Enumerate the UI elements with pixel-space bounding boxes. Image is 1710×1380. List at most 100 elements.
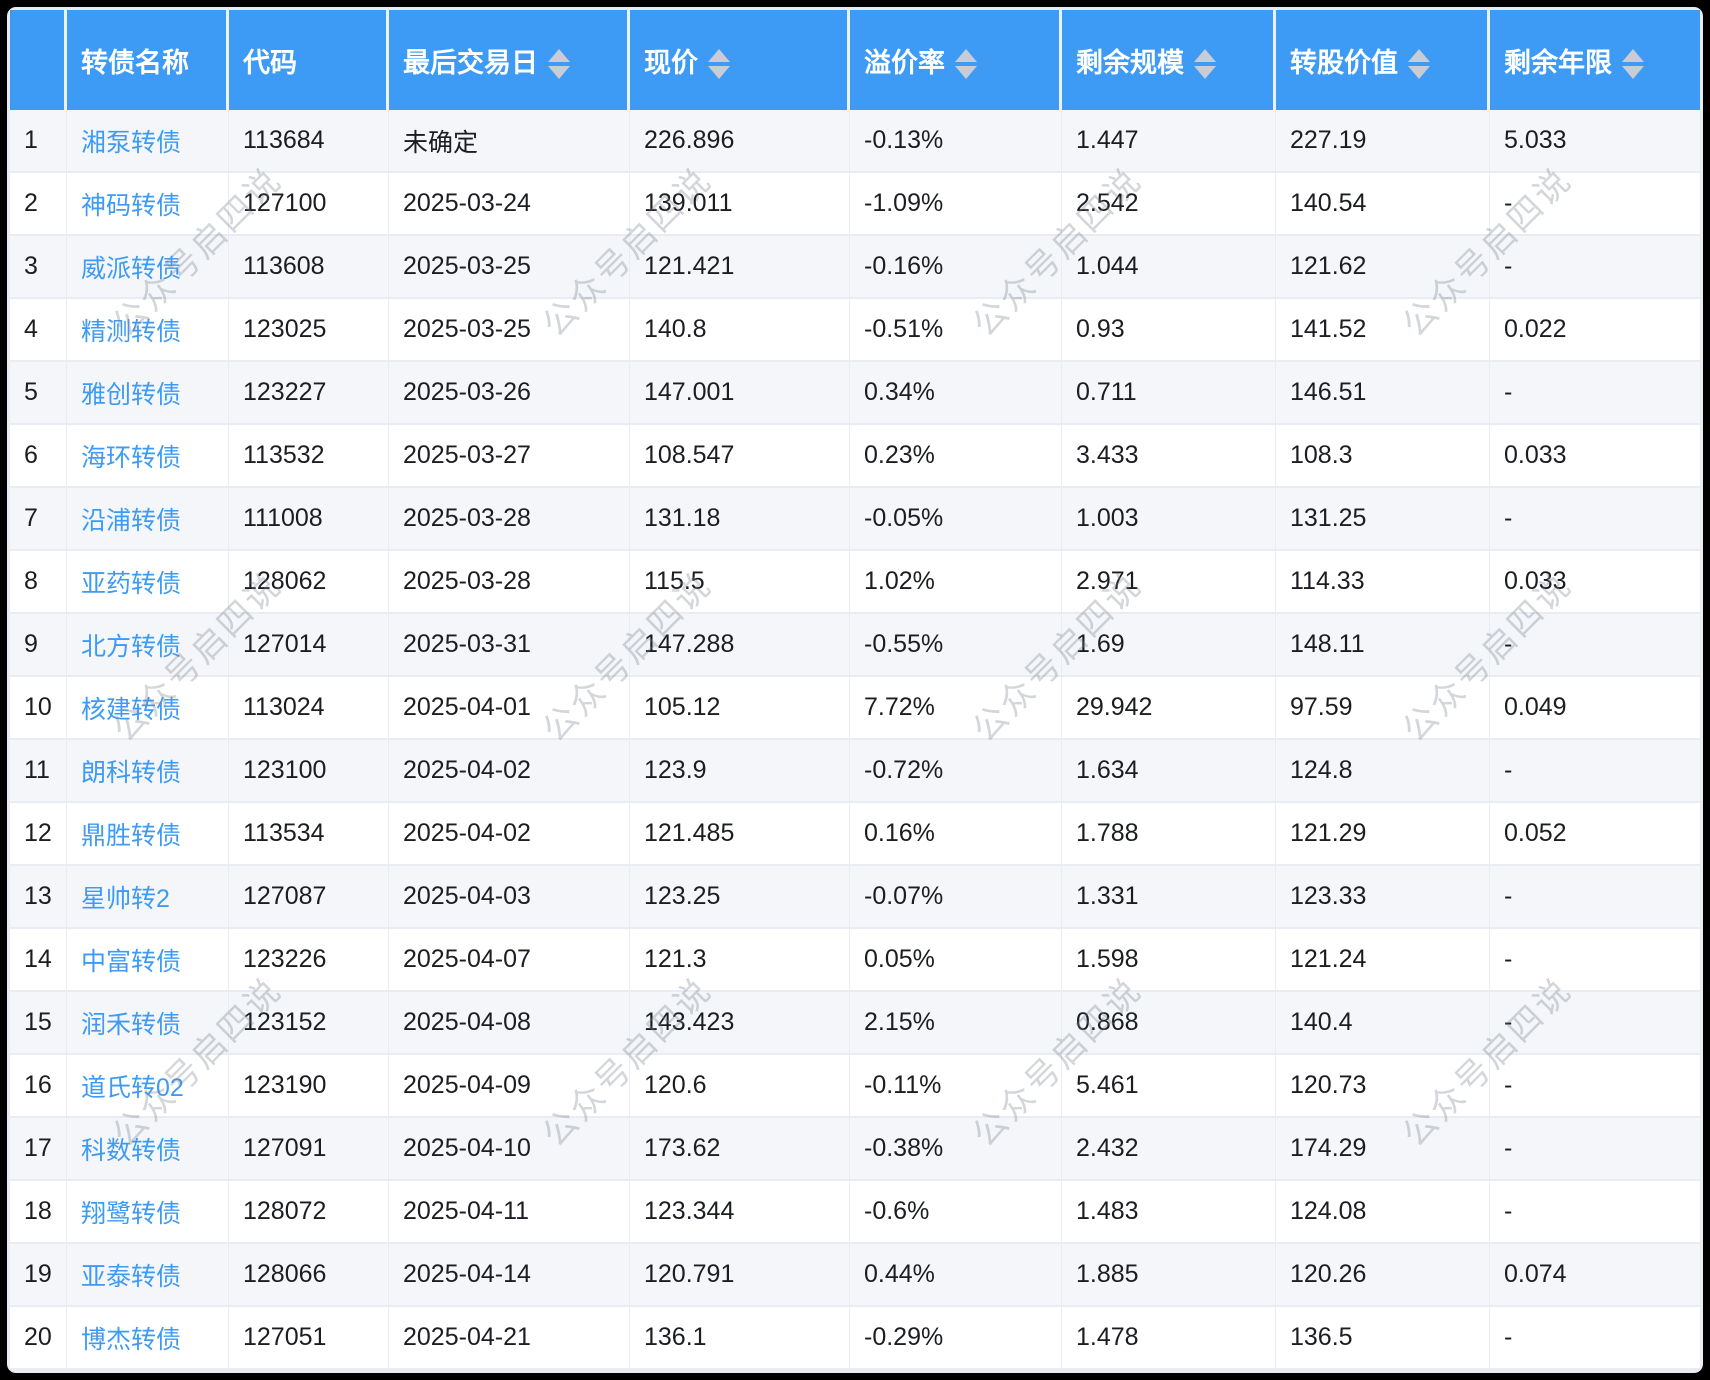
sort-ascending-icon[interactable] <box>1194 49 1216 63</box>
cell-remaining-years: - <box>1490 1307 1700 1370</box>
cell-bond-name: 核建转债 <box>67 677 229 740</box>
cell-bond-name: 北方转债 <box>67 614 229 677</box>
cell-remaining-years: 0.033 <box>1490 425 1700 488</box>
cell-premium-rate: 7.72% <box>850 677 1062 740</box>
table-row: 6 海环转债 113532 2025-03-27 108.547 0.23% 3.433 10… <box>10 425 1700 488</box>
cell-last-trade-date: 2025-03-27 <box>389 425 630 488</box>
sort-ascending-icon[interactable] <box>548 49 570 63</box>
sort-descending-icon[interactable] <box>1408 66 1430 80</box>
sort-caret-icon[interactable] <box>548 49 570 80</box>
table-row: 11 朗科转债 123100 2025-04-02 123.9 -0.72% 1.634 12… <box>10 740 1700 803</box>
cell-remaining-years: - <box>1490 992 1700 1055</box>
bond-name-link[interactable]: 沿浦转债 <box>81 506 182 535</box>
cell-bond-name: 雅创转债 <box>67 362 229 425</box>
bond-name-link[interactable]: 道氏转02 <box>81 1073 184 1102</box>
sort-descending-icon[interactable] <box>1622 66 1644 80</box>
table-row: 17 科数转债 127091 2025-04-10 173.62 -0.38% 2.432 1… <box>10 1118 1700 1181</box>
cell-conversion-value: 121.24 <box>1276 929 1490 992</box>
cell-current-price: 108.547 <box>630 425 850 488</box>
cell-current-price: 123.344 <box>630 1181 850 1244</box>
sort-caret-icon[interactable] <box>1194 49 1216 80</box>
cell-bond-code: 123190 <box>229 1055 389 1118</box>
column-header-label: 代码 <box>243 47 297 78</box>
bond-name-link[interactable]: 海环转债 <box>81 443 182 472</box>
cell-remaining-size: 2.432 <box>1062 1118 1276 1181</box>
column-header-current-price[interactable]: 现价 <box>630 10 850 110</box>
sort-ascending-icon[interactable] <box>1408 49 1430 63</box>
cell-last-trade-date: 2025-03-25 <box>389 236 630 299</box>
cell-row-index: 4 <box>10 299 67 362</box>
column-header-premium-rate[interactable]: 溢价率 <box>850 10 1062 110</box>
sort-descending-icon[interactable] <box>708 66 730 80</box>
column-header-conversion-value[interactable]: 转股价值 <box>1276 10 1490 110</box>
cell-last-trade-date: 2025-04-01 <box>389 677 630 740</box>
column-header-label: 剩余规模 <box>1076 47 1184 78</box>
sort-caret-icon[interactable] <box>1408 49 1430 80</box>
bond-name-link[interactable]: 中富转债 <box>81 947 182 976</box>
column-header-bond-code: 代码 <box>229 10 389 110</box>
cell-bond-name: 道氏转02 <box>67 1055 229 1118</box>
cell-bond-name: 科数转债 <box>67 1118 229 1181</box>
bond-name-link[interactable]: 威派转债 <box>81 254 182 283</box>
cell-conversion-value: 121.29 <box>1276 803 1490 866</box>
sort-descending-icon[interactable] <box>955 66 977 80</box>
bond-name-link[interactable]: 亚药转债 <box>81 569 182 598</box>
cell-remaining-size: 1.483 <box>1062 1181 1276 1244</box>
cell-bond-name: 中富转债 <box>67 929 229 992</box>
table-row: 1 湘泵转债 113684 未确定 226.896 -0.13% 1.447 227.19 5.… <box>10 110 1700 173</box>
cell-bond-name: 翔鹭转债 <box>67 1181 229 1244</box>
cell-current-price: 120.791 <box>630 1244 850 1307</box>
bond-name-link[interactable]: 湘泵转债 <box>81 128 182 157</box>
cell-remaining-years: 0.022 <box>1490 299 1700 362</box>
table-row: 7 沿浦转债 111008 2025-03-28 131.18 -0.05% 1.003 13… <box>10 488 1700 551</box>
bond-name-link[interactable]: 科数转债 <box>81 1136 182 1165</box>
cell-remaining-size: 5.461 <box>1062 1055 1276 1118</box>
cell-bond-code: 128062 <box>229 551 389 614</box>
cell-conversion-value: 123.33 <box>1276 866 1490 929</box>
bond-name-link[interactable]: 亚泰转债 <box>81 1262 182 1291</box>
bond-name-link[interactable]: 神码转债 <box>81 191 182 220</box>
cell-bond-code: 113534 <box>229 803 389 866</box>
sort-ascending-icon[interactable] <box>1622 49 1644 63</box>
column-header-last-trade-date[interactable]: 最后交易日 <box>389 10 630 110</box>
bond-name-link[interactable]: 雅创转债 <box>81 380 182 409</box>
cell-conversion-value: 140.54 <box>1276 173 1490 236</box>
column-header-remaining-years[interactable]: 剩余年限 <box>1490 10 1700 110</box>
sort-caret-icon[interactable] <box>1622 49 1644 80</box>
cell-last-trade-date: 2025-04-03 <box>389 866 630 929</box>
table-row: 12 鼎胜转债 113534 2025-04-02 121.485 0.16% 1.788 1… <box>10 803 1700 866</box>
bond-name-link[interactable]: 星帅转2 <box>81 884 170 913</box>
bond-name-link[interactable]: 朗科转债 <box>81 758 182 787</box>
cell-remaining-size: 1.634 <box>1062 740 1276 803</box>
table-row: 20 博杰转债 127051 2025-04-21 136.1 -0.29% 1.478 13… <box>10 1307 1700 1370</box>
sort-ascending-icon[interactable] <box>955 49 977 63</box>
sort-ascending-icon[interactable] <box>708 49 730 63</box>
cell-bond-code: 123226 <box>229 929 389 992</box>
cell-current-price: 123.25 <box>630 866 850 929</box>
cell-remaining-years: - <box>1490 740 1700 803</box>
sort-descending-icon[interactable] <box>548 66 570 80</box>
cell-current-price: 140.8 <box>630 299 850 362</box>
bond-name-link[interactable]: 鼎胜转债 <box>81 821 182 850</box>
sort-caret-icon[interactable] <box>955 49 977 80</box>
sort-caret-icon[interactable] <box>708 49 730 80</box>
cell-last-trade-date: 2025-04-07 <box>389 929 630 992</box>
cell-last-trade-date: 2025-04-11 <box>389 1181 630 1244</box>
cell-last-trade-date: 2025-04-10 <box>389 1118 630 1181</box>
bond-name-link[interactable]: 精测转债 <box>81 317 182 346</box>
bond-name-link[interactable]: 翔鹭转债 <box>81 1199 182 1228</box>
bond-name-link[interactable]: 博杰转债 <box>81 1325 182 1354</box>
bond-name-link[interactable]: 润禾转债 <box>81 1010 182 1039</box>
cell-remaining-size: 1.478 <box>1062 1307 1276 1370</box>
sort-descending-icon[interactable] <box>1194 66 1216 80</box>
cell-premium-rate: -0.11% <box>850 1055 1062 1118</box>
bond-name-link[interactable]: 核建转债 <box>81 695 182 724</box>
table-row: 2 神码转债 127100 2025-03-24 139.011 -1.09% 2.542 1… <box>10 173 1700 236</box>
cell-current-price: 143.423 <box>630 992 850 1055</box>
cell-premium-rate: -0.05% <box>850 488 1062 551</box>
column-header-remaining-size[interactable]: 剩余规模 <box>1062 10 1276 110</box>
cell-bond-code: 127100 <box>229 173 389 236</box>
cell-remaining-size: 1.788 <box>1062 803 1276 866</box>
cell-row-index: 5 <box>10 362 67 425</box>
bond-name-link[interactable]: 北方转债 <box>81 632 182 661</box>
